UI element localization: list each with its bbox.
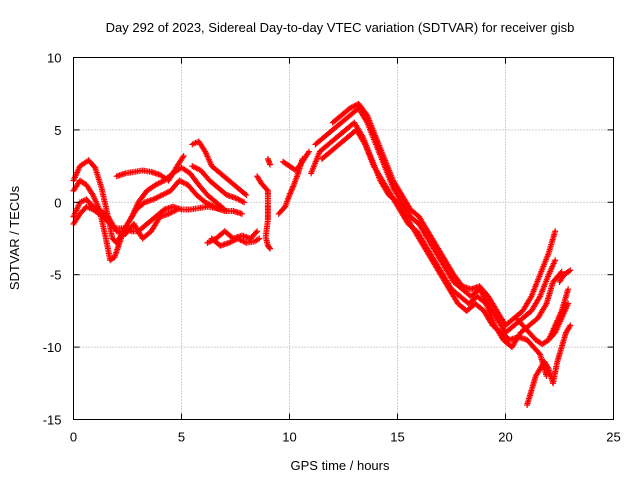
axis-ticks: 0 5 10 15 20 25 -15 -10 -5 0 5 10 [43,51,621,445]
series-trace-16 [318,126,565,351]
data-point [253,229,260,236]
data-point [263,186,270,193]
data-point [557,270,564,277]
data-point [238,210,245,217]
data-point [552,228,559,235]
x-tick-label: 5 [178,430,185,445]
series-trace-18 [524,322,574,409]
x-axis-title: GPS time / hours [291,458,390,473]
series-trace-13 [280,148,312,174]
chart-title: Day 292 of 2023, Sidereal Day-to-day VTE… [106,20,575,35]
y-tick-label: 5 [54,123,61,138]
y-tick-label: -5 [50,268,62,283]
series-trace-7 [189,163,248,206]
series-trace-5 [113,152,187,184]
x-tick-label: 25 [606,430,620,445]
plot-frame [73,57,614,420]
series-trace-4 [70,196,181,242]
x-tick-label: 10 [282,430,296,445]
series-trace-11 [264,155,274,168]
y-tick-label: 0 [54,195,61,210]
data-point [565,286,572,293]
y-tick-label: -10 [43,340,62,355]
data-point [567,267,574,274]
data-marks [70,100,574,409]
series-trace-17 [329,100,559,329]
data-point [267,245,274,252]
data-point [241,199,248,206]
series-trace-2 [70,177,224,264]
data-point [180,152,187,159]
series-trace-9 [208,235,263,249]
data-point [266,244,273,251]
series-trace-10 [254,173,274,252]
series-trace-21 [556,267,574,285]
data-point [256,235,263,242]
data-point [254,228,261,235]
y-axis-title: SDTVAR / TECUs [7,185,22,290]
data-point [567,322,574,329]
data-point [566,268,573,275]
y-tick-label: 10 [47,51,61,66]
y-tick-label: -15 [43,413,62,428]
data-point [543,373,550,380]
x-tick-label: 15 [390,430,404,445]
data-point [552,257,559,264]
x-tick-label: 0 [70,430,77,445]
series-trace-15 [312,105,559,336]
data-point [242,191,249,198]
data-point [243,192,250,199]
series-trace-20 [545,286,572,343]
x-tick-label: 20 [498,430,512,445]
data-point [267,161,274,168]
data-point [305,148,312,155]
data-point [174,206,181,213]
series-trace-6 [189,138,250,199]
